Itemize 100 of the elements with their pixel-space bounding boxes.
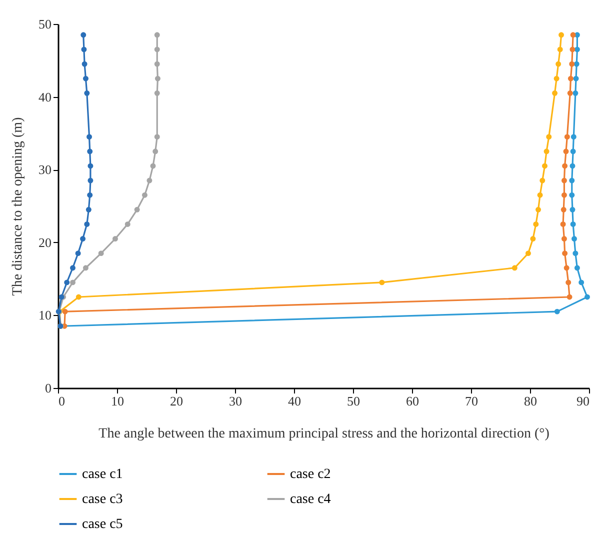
point — [84, 221, 90, 227]
point — [561, 236, 567, 242]
point — [76, 294, 82, 300]
x-tick-label: 0 — [58, 394, 65, 408]
point — [154, 46, 160, 52]
point — [556, 61, 562, 67]
point — [146, 178, 152, 184]
point — [544, 148, 550, 154]
point — [512, 265, 518, 271]
point — [82, 265, 88, 271]
x-tick-label: 90 — [576, 394, 590, 408]
x-tick-label: 80 — [524, 394, 537, 408]
point — [584, 294, 590, 300]
point — [570, 32, 576, 38]
point — [87, 192, 93, 198]
point — [154, 61, 160, 67]
legend-label: case c1 — [82, 467, 123, 482]
point — [530, 236, 536, 242]
point — [554, 308, 560, 314]
point — [574, 265, 580, 271]
legend-label: case c2 — [290, 467, 331, 482]
point — [540, 178, 546, 184]
point — [546, 134, 552, 140]
point — [112, 236, 118, 242]
point — [88, 163, 94, 169]
point — [560, 206, 566, 212]
point — [533, 221, 539, 227]
point — [578, 280, 584, 286]
x-tick-label: 20 — [170, 394, 183, 408]
point — [570, 163, 576, 169]
point — [82, 76, 88, 82]
point — [75, 250, 81, 256]
point — [564, 134, 570, 140]
point — [552, 90, 558, 96]
point — [152, 148, 158, 154]
y-tick-label: 20 — [38, 234, 52, 250]
point — [558, 32, 564, 38]
x-tick-label: 30 — [229, 394, 242, 408]
point — [98, 250, 104, 256]
x-tick-label: 40 — [288, 394, 301, 408]
point — [570, 206, 576, 212]
point — [154, 90, 160, 96]
x-tick-label: 50 — [347, 394, 360, 408]
point — [557, 46, 563, 52]
point — [562, 250, 568, 256]
point — [80, 32, 86, 38]
point — [64, 280, 70, 286]
point — [570, 221, 576, 227]
y-tick-label: 10 — [38, 308, 52, 323]
x-tick-label: 60 — [406, 394, 419, 408]
y-tick-label: 30 — [38, 162, 52, 178]
point — [124, 221, 130, 227]
point — [150, 163, 156, 169]
point — [564, 265, 570, 271]
y-tick-label: 0 — [45, 380, 52, 396]
point — [563, 148, 569, 154]
point — [560, 221, 566, 227]
point — [572, 90, 578, 96]
point — [154, 134, 160, 140]
point — [569, 192, 575, 198]
point — [379, 280, 385, 286]
point — [86, 134, 92, 140]
point — [537, 192, 543, 198]
legend-label: case c5 — [82, 517, 123, 532]
point — [70, 265, 76, 271]
point — [573, 76, 579, 82]
point — [542, 163, 548, 169]
point — [570, 134, 576, 140]
point — [154, 32, 160, 38]
legend-label: case c4 — [290, 492, 331, 507]
point — [525, 250, 531, 256]
point — [569, 61, 575, 67]
point — [572, 236, 577, 242]
point — [572, 250, 578, 256]
point — [567, 90, 573, 96]
point — [570, 148, 576, 154]
point — [536, 206, 541, 212]
point — [142, 192, 148, 198]
x-axis-title: The angle between the maximum principal stress and the horizontal direction (°) — [98, 426, 550, 442]
point — [82, 61, 88, 67]
point — [86, 206, 92, 212]
y-tick-label: 40 — [38, 89, 52, 104]
y-axis-title: The distance to the opening (m) — [10, 116, 26, 296]
point — [570, 46, 576, 52]
point — [561, 178, 567, 184]
point — [62, 308, 68, 314]
point — [81, 46, 87, 52]
x-tick-label: 70 — [465, 394, 478, 408]
point — [574, 46, 580, 52]
point — [566, 294, 572, 300]
point — [569, 178, 575, 184]
point — [84, 90, 90, 96]
point — [70, 280, 76, 286]
point — [88, 178, 94, 184]
y-tick-label: 50 — [38, 16, 52, 32]
legend-label: case c3 — [82, 492, 123, 507]
point — [568, 76, 574, 82]
point — [154, 76, 160, 82]
point — [561, 192, 567, 198]
point — [87, 148, 93, 154]
